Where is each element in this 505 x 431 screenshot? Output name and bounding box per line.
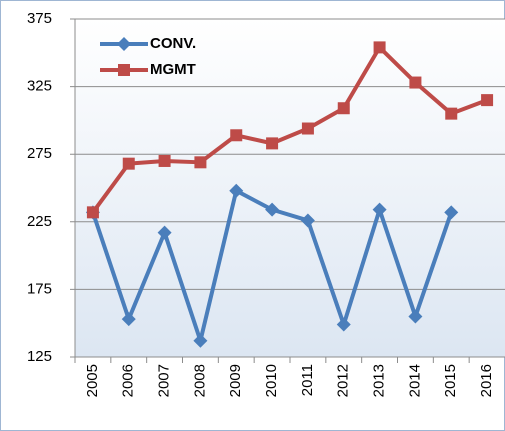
y-tick-label: 225 [27,213,52,230]
y-tick-label: 375 [27,10,52,27]
x-tick-label: 2013 [371,364,388,397]
data-point [229,183,244,198]
legend-label: CONV. [150,35,196,52]
data-point [300,213,315,228]
x-tick-label: 2010 [263,364,280,397]
data-point [194,156,207,169]
x-tick-label: 2005 [84,364,101,397]
x-tick-label: 2009 [227,364,244,397]
data-point [337,102,350,115]
x-tick-label: 2015 [442,364,459,397]
data-point [409,76,422,89]
legend-label: MGMT [150,61,196,78]
legend-marker [117,37,131,51]
data-point [445,107,458,120]
data-point [158,154,171,167]
y-tick-label: 275 [27,145,52,162]
data-point [408,309,423,324]
data-point [481,94,494,107]
data-point [265,202,280,217]
x-tick-label: 2006 [120,364,137,397]
y-tick-label: 325 [27,78,52,95]
legend-marker [118,64,130,76]
data-point [121,312,136,327]
data-point [301,122,314,135]
data-point [193,333,208,348]
data-point [266,137,279,150]
x-tick-label: 2007 [156,364,173,397]
data-point [336,317,351,332]
data-point [372,202,387,217]
data-point [230,129,243,142]
y-tick-label: 125 [27,348,52,365]
data-point [157,225,172,240]
plot-area [75,19,505,357]
data-point [122,157,135,170]
y-tick-label: 175 [27,280,52,297]
x-tick-label: 2014 [406,364,423,397]
data-point [444,205,459,220]
x-tick-label: 2012 [335,364,352,397]
x-tick-label: 2011 [299,364,316,396]
data-point [86,206,99,219]
x-tick-label: 2008 [191,364,208,397]
data-point [373,41,386,54]
x-tick-label: 2016 [478,364,495,397]
